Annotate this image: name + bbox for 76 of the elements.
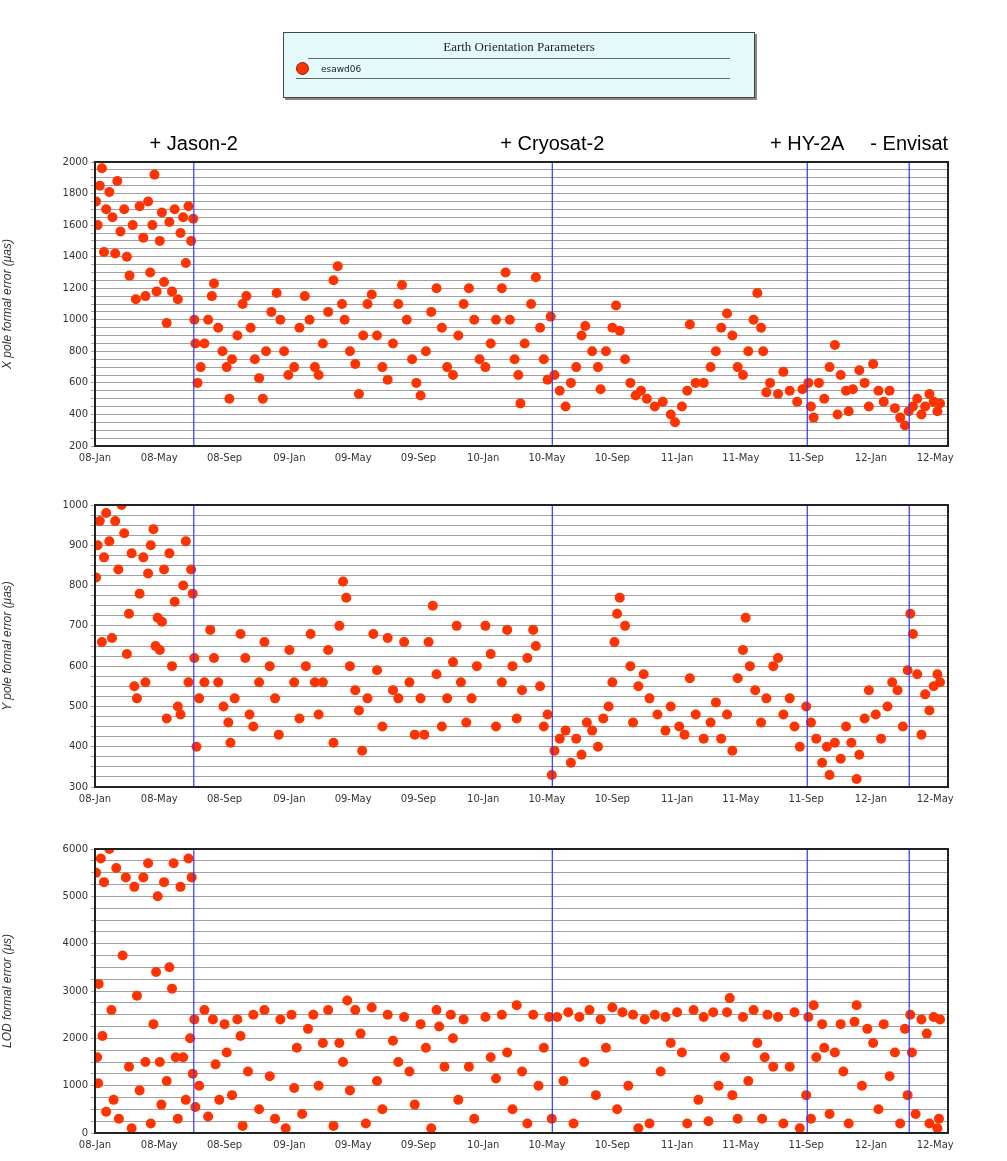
x-tick-label: 09-May	[334, 1138, 372, 1150]
x-tick-label: 09-Jan	[273, 792, 306, 804]
y-tick-label: 0	[81, 1126, 88, 1138]
ref-line-label: + Cryosat-2	[500, 132, 605, 154]
x-tick-label: 09-Sep	[400, 792, 437, 804]
y-axis-title: X pole formal error (μas)	[0, 239, 14, 370]
x-tick-label: 11-Jan	[660, 451, 694, 463]
x-tick-label: 10-May	[528, 1138, 566, 1150]
y-tick-label: 400	[68, 408, 88, 420]
y-tick-label: 700	[68, 619, 88, 631]
x-tick-label: 10-Jan	[467, 451, 500, 463]
y-tick-label: 600	[68, 376, 88, 388]
x-tick-label: 11-Sep	[788, 451, 824, 463]
y-tick-label: 4000	[62, 937, 88, 949]
y-tick-label: 900	[68, 538, 88, 550]
y-tick-label: 2000	[62, 155, 88, 167]
y-tick-label: 1600	[62, 218, 88, 230]
x-tick-label: 12-Jan	[854, 451, 888, 463]
ref-line-label: + Jason-2	[149, 132, 238, 154]
y-tick-label: 1400	[62, 250, 88, 262]
x-tick-label: 10-Sep	[594, 451, 630, 463]
x-tick-label: 11-May	[722, 1138, 760, 1150]
x-tick-label: 11-Jan	[660, 792, 694, 804]
x-tick-label: 10-Jan	[467, 792, 500, 804]
y-tick-label: 800	[68, 344, 88, 356]
x-tick-label: 08-May	[140, 1138, 178, 1150]
legend-title: Earth Orientation Parameters	[308, 39, 730, 59]
x-tick-label: 08-May	[140, 792, 178, 804]
ref-line-label: - Envisat	[870, 132, 949, 154]
x-tick-label: 09-Jan	[273, 1138, 306, 1150]
y-tick-label: 300	[68, 780, 88, 792]
x-tick-label: 08-Sep	[207, 792, 243, 804]
y-axis-title: LOD formal error (μs)	[0, 934, 14, 1048]
x-tick-label: 11-Sep	[788, 1138, 824, 1150]
y-tick-label: 1800	[62, 187, 88, 199]
y-tick-label: 6000	[62, 842, 88, 854]
x-tick-label: 08-Jan	[78, 1138, 112, 1150]
x-tick-label: 12-May	[916, 451, 954, 463]
y-tick-label: 800	[68, 579, 88, 591]
ref-line-label: + HY-2A	[770, 132, 846, 154]
x-tick-label: 12-Jan	[854, 1138, 888, 1150]
y-tick-label: 500	[68, 700, 88, 712]
x-tick-label: 10-Jan	[467, 1138, 500, 1150]
x-tick-label: 09-May	[334, 792, 372, 804]
x-tick-label: 08-Jan	[78, 792, 112, 804]
y-tick-label: 600	[68, 659, 88, 671]
y-axis-title: Y pole formal error (μas)	[0, 581, 14, 711]
x-tick-label: 08-Sep	[207, 1138, 243, 1150]
y-tick-label: 400	[68, 740, 88, 752]
x-tick-label: 08-Sep	[207, 451, 243, 463]
legend-label: esawd06	[321, 63, 362, 74]
x-tick-label: 12-May	[916, 792, 954, 804]
x-tick-label: 10-May	[528, 451, 566, 463]
x-tick-label: 08-May	[140, 451, 178, 463]
x-tick-label: 11-May	[722, 451, 760, 463]
y-tick-label: 1000	[62, 498, 88, 510]
y-tick-label: 3000	[62, 984, 88, 996]
x-tick-label: 09-Sep	[400, 451, 437, 463]
x-tick-label: 12-Jan	[854, 792, 888, 804]
x-tick-label: 11-May	[722, 792, 760, 804]
x-tick-label: 10-May	[528, 792, 566, 804]
y-tick-label: 200	[68, 439, 88, 451]
x-tick-label: 11-Jan	[660, 1138, 694, 1150]
x-tick-label: 08-Jan	[78, 451, 112, 463]
y-tick-label: 2000	[62, 1031, 88, 1043]
x-tick-label: 09-Sep	[400, 1138, 437, 1150]
y-tick-label: 5000	[62, 889, 88, 901]
x-tick-label: 10-Sep	[594, 792, 630, 804]
x-tick-label: 09-May	[334, 451, 372, 463]
x-tick-label: 09-Jan	[273, 451, 306, 463]
y-tick-label: 1200	[62, 281, 88, 293]
x-tick-label: 12-May	[916, 1138, 954, 1150]
x-tick-label: 11-Sep	[788, 792, 824, 804]
y-tick-label: 1000	[62, 1079, 88, 1091]
x-tick-label: 10-Sep	[594, 1138, 630, 1150]
y-tick-label: 1000	[62, 313, 88, 325]
